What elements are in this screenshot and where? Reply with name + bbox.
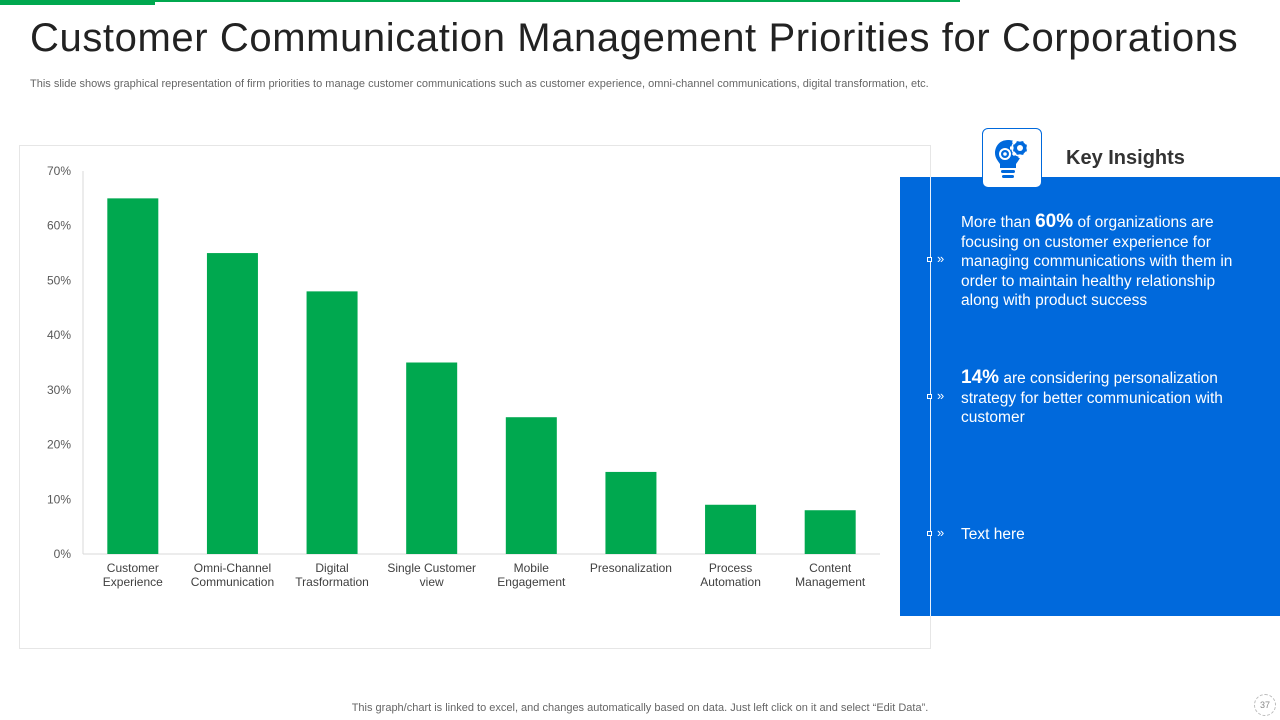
insights-icon-box	[982, 128, 1042, 188]
bar	[206, 253, 258, 555]
y-tick-label: 20%	[47, 438, 71, 452]
x-tick-label: Content Management	[795, 561, 866, 589]
double-chevron-icon: »	[937, 251, 945, 266]
y-tick-label: 70%	[47, 164, 71, 178]
y-tick-label: 50%	[47, 273, 71, 287]
bar	[406, 362, 458, 554]
bar	[705, 504, 757, 554]
x-tick-label: Process Automation	[700, 561, 761, 589]
top-accent-bar	[0, 0, 155, 5]
lightbulb-gear-icon	[995, 138, 1030, 178]
insight-item-1: More than 60% of organizations are focus…	[961, 211, 1233, 309]
insight-item-3: Text here	[961, 526, 1025, 543]
page-subtitle: This slide shows graphical representatio…	[30, 78, 929, 90]
y-tick-label: 30%	[47, 383, 71, 397]
bullet-marker	[927, 257, 932, 262]
double-chevron-icon: »	[937, 525, 945, 540]
double-chevron-icon: »	[937, 388, 945, 403]
bar-chart[interactable]: 0% 10% 20% 30% 40% 50% 60% 70% Customer Experienc…	[19, 145, 931, 649]
page-title: Customer Communication Management Priori…	[30, 16, 1239, 60]
bar	[605, 471, 657, 554]
x-tick-label: Customer Experience	[103, 561, 163, 589]
bar	[505, 417, 557, 554]
chart-canvas: 0% 10% 20% 30% 40% 50% 60% 70% Customer Experienc…	[47, 164, 880, 589]
x-tick-label: Single Customer view	[387, 561, 476, 589]
insights-heading: Key Insights	[1066, 147, 1185, 169]
bar	[107, 198, 159, 554]
x-tick-label: Omni-Channel Communication	[191, 561, 274, 589]
y-tick-label: 0%	[54, 547, 72, 561]
y-tick-label: 40%	[47, 328, 71, 342]
footer-note: This graph/chart is linked to excel, and…	[351, 702, 929, 714]
insight-item-2: 14% are considering personalization stra…	[961, 367, 1223, 426]
x-tick-label: Digital Trasformation	[295, 561, 369, 589]
y-tick-label: 60%	[47, 219, 71, 233]
bar	[306, 291, 358, 554]
bullet-marker	[927, 531, 932, 536]
x-tick-label: Mobile Engagement	[497, 561, 566, 589]
page-number: 37	[1254, 694, 1276, 716]
top-accent-line	[155, 0, 960, 2]
bullet-marker	[927, 394, 932, 399]
bar	[804, 510, 856, 554]
x-tick-label: Presonalization	[590, 561, 672, 575]
y-tick-label: 10%	[47, 492, 71, 506]
